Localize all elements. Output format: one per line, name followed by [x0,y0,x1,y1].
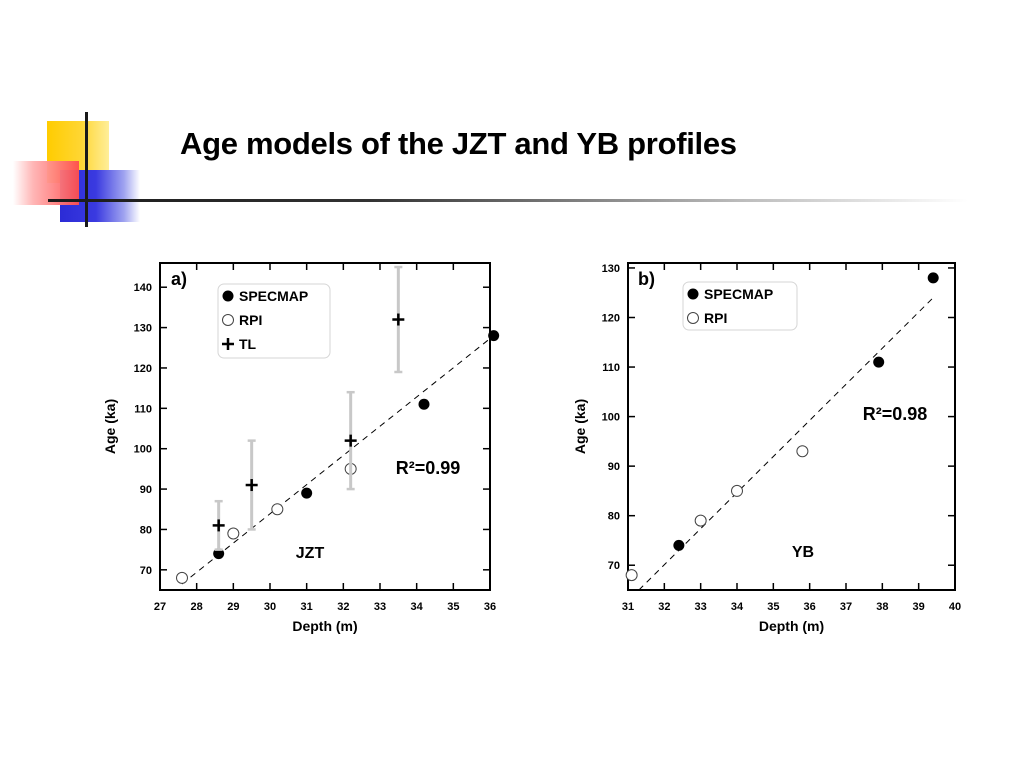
y-tick-label: 100 [134,444,152,456]
rpi-point [176,571,188,584]
specmap-point [873,356,885,368]
x-tick-label: 31 [301,601,313,613]
rpi-point [271,503,284,516]
x-tick-label: 37 [840,601,852,613]
legend-box [217,283,331,359]
legend-label: SPECMAP [704,286,773,302]
x-tick-label: 32 [337,601,349,613]
x-tick-label: 28 [191,601,203,613]
x-tick-label: 35 [767,601,779,613]
site-label: JZT [296,545,325,562]
specmap-point [927,272,939,284]
specmap-point [418,398,430,410]
y-tick-label: 140 [134,282,152,294]
y-tick-label: 70 [140,565,152,577]
y-tick-label: 90 [140,484,152,496]
specmap-point [213,548,225,560]
specmap-point [488,330,500,342]
r-squared-label: R²=0.99 [396,458,461,478]
slide-title: Age models of the JZT and YB profiles [180,126,737,161]
y-tick-label: 100 [602,412,620,424]
y-tick-label: 110 [602,362,620,374]
plot-frame [159,262,491,591]
y-tick-label: 70 [608,560,620,572]
x-tick-label: 33 [374,601,386,613]
y-tick-label: 80 [140,524,152,536]
y-tick-label: 120 [602,313,620,325]
legend-rpi-marker [222,314,234,326]
rpi-point [694,514,707,527]
specmap-point [673,539,685,551]
x-tick-label: 36 [804,601,816,613]
x-axis-label: Depth (m) [292,618,357,634]
legend-specmap-marker [687,288,699,300]
y-tick-label: 90 [608,461,620,473]
x-tick-label: 30 [264,601,276,613]
y-axis-label: Age (ka) [572,399,588,454]
rpi-point [625,569,638,582]
chart-jzt: 27 28 29 30 31 32 33 34 35 36 70 80 90 100 110 120 130 14… [102,262,500,634]
rpi-point [227,527,240,540]
r-squared-label: R²=0.98 [863,404,928,424]
x-tick-label: 34 [731,601,744,613]
legend-box [682,281,798,331]
regression-line [638,297,934,591]
y-axis-label: Age (ka) [102,399,118,454]
x-tick-label: 27 [154,601,166,613]
deco-red-square [13,161,79,205]
x-tick-label: 36 [484,601,496,613]
legend-label: RPI [704,310,727,326]
rpi-point [796,445,809,458]
y-tick-label: 110 [134,403,152,415]
x-tick-label: 34 [411,601,424,613]
x-tick-label: 33 [695,601,707,613]
panel-label: b) [638,269,655,289]
deco-vertical-rule [85,112,88,227]
y-tick-label: 120 [134,363,152,375]
plot-frame [627,262,956,591]
regression-line [181,335,494,585]
legend-label: TL [239,336,257,352]
panel-label: a) [171,269,187,289]
x-axis-label: Depth (m) [759,618,824,634]
legend-specmap-marker [222,290,234,302]
x-tick-label: 29 [227,601,239,613]
x-tick-label: 40 [949,601,961,613]
y-tick-label: 130 [602,263,620,275]
x-tick-label: 32 [658,601,670,613]
x-tick-label: 31 [622,601,634,613]
y-tick-label: 80 [608,511,620,523]
legend-label: SPECMAP [239,288,308,304]
x-tick-label: 35 [447,601,459,613]
rpi-point [731,484,743,497]
x-tick-label: 38 [876,601,888,613]
chart-yb: 31 32 33 34 35 36 37 38 39 40 70 80 90 100 110 120 130 De… [572,262,961,634]
site-label: YB [792,544,814,561]
deco-horizontal-rule [48,199,968,202]
specmap-point [301,487,313,499]
y-tick-label: 130 [134,323,152,335]
x-tick-label: 39 [913,601,925,613]
legend-label: RPI [239,312,262,328]
legend-rpi-marker [687,312,699,324]
